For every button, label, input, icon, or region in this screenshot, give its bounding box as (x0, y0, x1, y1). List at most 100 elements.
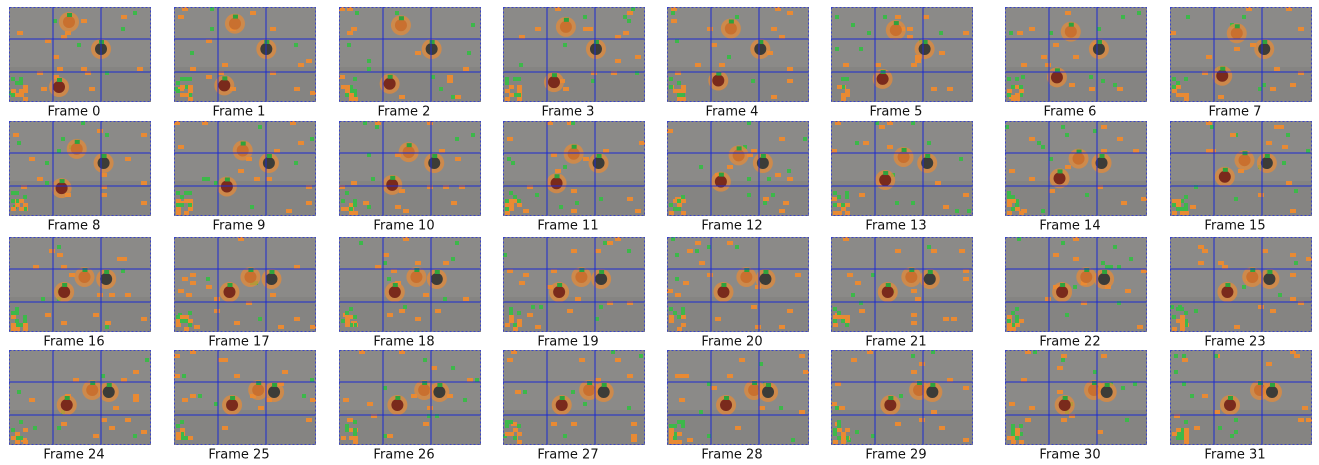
frame (831, 7, 973, 102)
green-cell (721, 283, 727, 287)
orange-cell (391, 269, 397, 273)
green-cell (1054, 68, 1060, 73)
orange-cell (1007, 89, 1012, 93)
green-cell (367, 205, 371, 209)
frame-label: Frame 7 (1209, 105, 1262, 120)
orange-cell (182, 398, 188, 402)
green-cell (639, 354, 643, 358)
object (923, 273, 936, 285)
orange-cell (23, 89, 28, 93)
orange-cell (1180, 211, 1185, 215)
orange-cell (517, 440, 522, 444)
green-cell (133, 434, 137, 438)
orange-cell (787, 79, 793, 83)
orange-cell (779, 35, 785, 39)
frame-shade (339, 181, 481, 216)
orange-cell (895, 422, 901, 426)
object (876, 72, 889, 85)
orange-cell (833, 315, 838, 319)
green-cell (1172, 77, 1176, 81)
orange-cell (677, 89, 682, 93)
green-cell (593, 40, 599, 44)
orange-cell (222, 63, 228, 67)
object (97, 157, 110, 169)
orange-cell (65, 31, 71, 35)
green-cell (435, 414, 439, 418)
object (583, 384, 596, 396)
green-cell (1172, 85, 1176, 89)
orange-cell (455, 95, 461, 99)
frame-border (503, 350, 645, 445)
frame (1005, 121, 1147, 216)
orange-cell (1246, 7, 1252, 11)
green-cell (1015, 319, 1019, 323)
orange-cell (1184, 97, 1189, 101)
orange-cell (141, 430, 147, 434)
frame-label: Frame 27 (537, 448, 598, 463)
green-cell (184, 85, 188, 89)
green-cell (1049, 31, 1053, 35)
green-cell (105, 71, 109, 75)
green-cell (266, 154, 272, 158)
orange-cell (935, 181, 941, 185)
orange-cell (399, 350, 405, 354)
green-cell (677, 81, 681, 85)
green-cell (911, 201, 915, 205)
orange-cell (234, 321, 240, 325)
green-cell (387, 277, 391, 281)
green-cell (1099, 154, 1105, 158)
orange-cell (719, 63, 725, 67)
green-cell (875, 121, 879, 125)
orange-cell (113, 406, 119, 410)
orange-cell (833, 323, 838, 327)
green-cell (557, 283, 563, 287)
green-cell (837, 424, 841, 428)
orange-cell (125, 293, 131, 297)
green-cell (751, 79, 755, 83)
orange-cell (117, 257, 123, 261)
orange-cell (125, 418, 131, 422)
object (391, 399, 404, 411)
green-cell (535, 193, 539, 197)
orange-cell (1015, 93, 1020, 97)
green-cell (341, 319, 345, 323)
green-cell (1170, 305, 1174, 309)
orange-cell (771, 27, 777, 31)
green-cell (1184, 420, 1188, 424)
orange-cell (1015, 428, 1020, 432)
green-cell (1176, 432, 1180, 436)
object (921, 157, 934, 169)
orange-cell (447, 79, 453, 83)
orange-cell (1061, 418, 1067, 422)
orange-cell (587, 27, 593, 31)
orange-cell (509, 207, 514, 211)
green-cell (1011, 207, 1015, 211)
orange-cell (505, 432, 510, 436)
orange-cell (687, 438, 693, 442)
green-cell (294, 43, 298, 47)
green-cell (227, 283, 233, 287)
green-cell (1041, 209, 1045, 213)
orange-cell (176, 323, 181, 327)
green-cell (353, 93, 357, 97)
green-cell (673, 436, 677, 440)
orange-cell (1176, 85, 1181, 89)
orange-cell (963, 269, 969, 273)
green-cell (294, 161, 298, 165)
green-cell (429, 40, 435, 44)
green-cell (677, 93, 681, 97)
orange-cell (517, 323, 522, 327)
orange-cell (174, 354, 180, 358)
green-cell (911, 121, 915, 125)
green-cell (61, 137, 65, 141)
orange-cell (395, 153, 401, 157)
orange-cell (1184, 211, 1189, 215)
green-cell (467, 51, 471, 55)
green-cell (901, 147, 907, 152)
green-cell (1011, 195, 1015, 199)
green-cell (176, 191, 180, 195)
orange-cell (1302, 406, 1308, 410)
orange-cell (278, 382, 284, 386)
orange-cell (73, 378, 79, 382)
green-cell (230, 396, 236, 400)
